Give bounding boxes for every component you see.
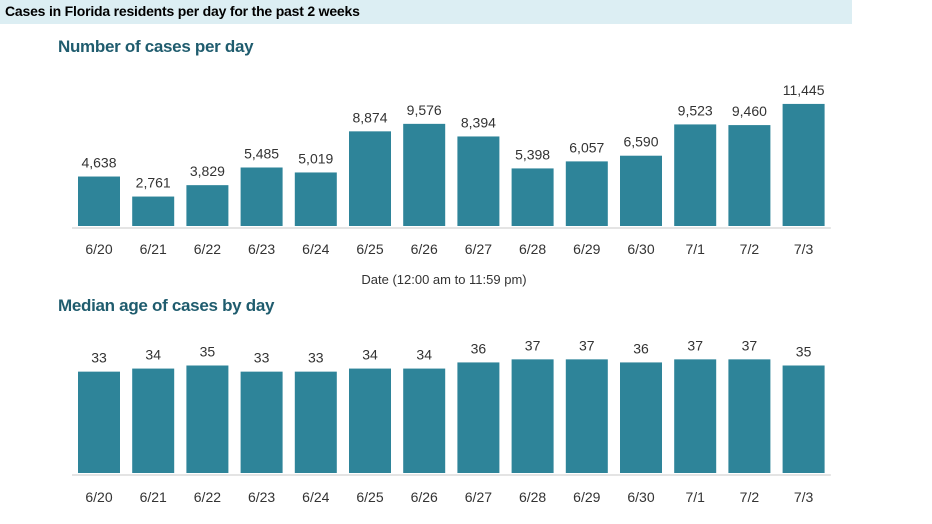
cases-tick-label-12: 7/2: [740, 241, 760, 257]
age-tick-label-6: 6/26: [411, 489, 438, 505]
age-value-label-13: 35: [796, 344, 812, 360]
cases-value-label-6: 9,576: [407, 102, 442, 118]
cases-bar-12: [728, 125, 771, 226]
cases-tick-label-5: 6/25: [356, 241, 383, 257]
age-bar-5: [349, 368, 391, 473]
cases-chart-title: Number of cases per day: [58, 37, 254, 56]
cases-tick-label-3: 6/23: [248, 241, 275, 257]
age-tick-label-10: 6/30: [627, 489, 654, 505]
age-bar-3: [240, 371, 283, 473]
age-bar-0: [78, 371, 120, 473]
cases-value-label-10: 6,590: [623, 134, 658, 150]
cases-tick-label-7: 6/27: [465, 241, 492, 257]
age-value-label-10: 36: [633, 340, 649, 356]
age-tick-label-8: 6/28: [519, 489, 546, 505]
cases-value-label-13: 11,445: [783, 82, 825, 98]
age-value-label-6: 34: [416, 347, 432, 363]
page-title: Cases in Florida residents per day for t…: [5, 3, 360, 19]
cases-bar-5: [349, 131, 391, 226]
age-bar-6: [403, 368, 446, 473]
cases-tick-label-2: 6/22: [194, 241, 221, 257]
age-bar-11: [674, 359, 717, 473]
cases-value-label-3: 5,485: [244, 145, 279, 161]
cases-bar-4: [294, 172, 337, 226]
age-tick-label-3: 6/23: [248, 489, 275, 505]
age-value-label-4: 33: [308, 350, 324, 366]
cases-bar-3: [240, 167, 283, 226]
age-tick-label-12: 7/2: [740, 489, 760, 505]
age-tick-label-11: 7/1: [685, 489, 705, 505]
cases-value-label-8: 5,398: [515, 146, 550, 162]
age-value-label-1: 34: [145, 347, 161, 363]
cases-chart-x-axis-label: Date (12:00 am to 11:59 pm): [361, 272, 527, 287]
cases-tick-label-11: 7/1: [685, 241, 705, 257]
age-tick-label-5: 6/25: [356, 489, 383, 505]
age-bar-13: [782, 365, 825, 473]
cases-tick-label-4: 6/24: [302, 241, 329, 257]
cases-bar-0: [78, 176, 120, 226]
header-bar: [0, 0, 852, 24]
cases-tick-label-9: 6/29: [573, 241, 600, 257]
age-chart-title: Median age of cases by day: [58, 296, 275, 315]
cases-bar-2: [186, 185, 229, 226]
age-value-label-0: 33: [91, 350, 107, 366]
cases-value-label-1: 2,761: [136, 175, 171, 191]
age-bar-1: [132, 368, 175, 473]
age-chart: 33 6/20 34 6/21 35 6/22 33 6/23 33 6/24 34 6/25 34 6/…: [72, 337, 831, 505]
age-value-label-8: 37: [525, 337, 541, 353]
cases-value-label-12: 9,460: [732, 103, 767, 119]
cases-bar-8: [511, 168, 554, 226]
age-value-label-9: 37: [579, 337, 595, 353]
cases-bar-6: [403, 123, 446, 226]
cases-value-label-7: 8,394: [461, 114, 496, 130]
cases-tick-label-6: 6/26: [411, 241, 438, 257]
cases-bar-11: [674, 124, 717, 226]
cases-tick-label-1: 6/21: [140, 241, 167, 257]
age-tick-label-1: 6/21: [140, 489, 167, 505]
age-tick-label-0: 6/20: [85, 489, 112, 505]
cases-bar-7: [457, 136, 500, 226]
age-tick-label-4: 6/24: [302, 489, 329, 505]
cases-value-label-4: 5,019: [298, 150, 333, 166]
age-bar-2: [186, 365, 229, 473]
age-bar-8: [511, 359, 554, 473]
cases-tick-label-13: 7/3: [794, 241, 814, 257]
cases-value-label-2: 3,829: [190, 163, 225, 179]
age-tick-label-7: 6/27: [465, 489, 492, 505]
age-bar-7: [457, 362, 500, 473]
age-bar-12: [728, 359, 771, 473]
age-value-label-11: 37: [687, 337, 703, 353]
cases-bar-13: [782, 103, 825, 226]
cases-tick-label-0: 6/20: [85, 241, 112, 257]
age-value-label-12: 37: [742, 337, 758, 353]
cases-value-label-11: 9,523: [678, 102, 713, 118]
cases-bar-9: [565, 161, 608, 226]
age-tick-label-9: 6/29: [573, 489, 600, 505]
age-bar-9: [565, 359, 608, 473]
age-value-label-5: 34: [362, 347, 378, 363]
age-value-label-3: 33: [254, 350, 270, 366]
age-bar-10: [620, 362, 662, 473]
cases-tick-label-8: 6/28: [519, 241, 546, 257]
cases-value-label-5: 8,874: [352, 109, 387, 125]
cases-bar-1: [132, 196, 175, 226]
age-value-label-2: 35: [200, 344, 216, 360]
age-value-label-7: 36: [471, 340, 487, 356]
age-bar-4: [294, 371, 337, 473]
cases-chart: 4,638 6/20 2,761 6/21 3,829 6/22 5,485 6/23 5,01…: [72, 82, 831, 257]
age-tick-label-13: 7/3: [794, 489, 814, 505]
age-tick-label-2: 6/22: [194, 489, 221, 505]
cases-value-label-0: 4,638: [81, 155, 116, 171]
cases-bar-10: [620, 155, 662, 226]
cases-value-label-9: 6,057: [569, 139, 604, 155]
cases-tick-label-10: 6/30: [627, 241, 654, 257]
